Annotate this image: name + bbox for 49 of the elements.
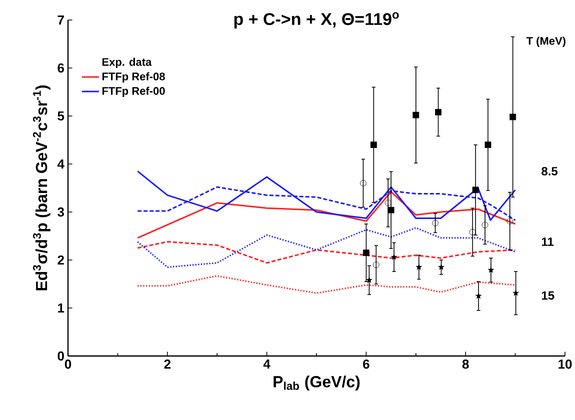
y-tick-label: 4 [57,160,64,168]
y-tick-label: 6 [58,63,64,73]
point [488,266,494,273]
point [432,220,438,226]
y-tick-label: 7 [58,16,64,24]
y-tick-label: 2 [58,255,64,265]
y-tick-label: 5 [58,111,64,121]
y-tick-label: 1 [58,304,64,312]
point [475,292,482,299]
x-tick-label: 2 [164,360,170,369]
x-tick-label: 6 [363,360,370,369]
point [416,264,422,270]
point [482,222,488,228]
x-tick-label: 0 [64,360,72,369]
point [510,114,516,120]
point [390,254,398,260]
x-tick-label: 4 [263,360,270,368]
chart-title: p + C->n + X, Θ=119$^{o}$ [234,12,399,28]
annotation: 15 [542,291,554,300]
point [370,142,377,148]
line-series [136,191,516,239]
x-axis-title: P$_{lab}$ (GeV/c) [274,376,360,391]
point [472,186,479,194]
text: Ed$^{3}$σ/d$^{3}$p (barn GeV$^{-2}$c$^{3}$sr$^{-1}$) [32,85,50,290]
legend-title: Exp. data [102,58,152,68]
point [388,206,394,214]
point [435,108,442,116]
legend-label: FTFp Ref-08 [102,72,165,83]
point [512,290,519,296]
line-series [136,275,516,294]
point [438,264,444,270]
point [360,180,366,186]
point [506,218,514,224]
annotation: 11 [542,238,554,246]
point [484,142,492,148]
annotation: 8.5 [542,166,558,176]
line-series [136,227,516,268]
y-tick-label: 3 [58,207,64,217]
y-tick-label: 0 [58,351,64,361]
point [412,112,420,118]
annotation: T (MeV) [526,36,566,47]
x-tick-label: 10 [558,360,572,369]
line-series [136,241,516,264]
line-series [136,170,516,221]
x-tick-label: 8 [462,360,469,369]
point [372,262,380,268]
legend-label: FTFp Ref-00 [102,86,165,97]
point [384,200,392,206]
point [363,250,370,256]
